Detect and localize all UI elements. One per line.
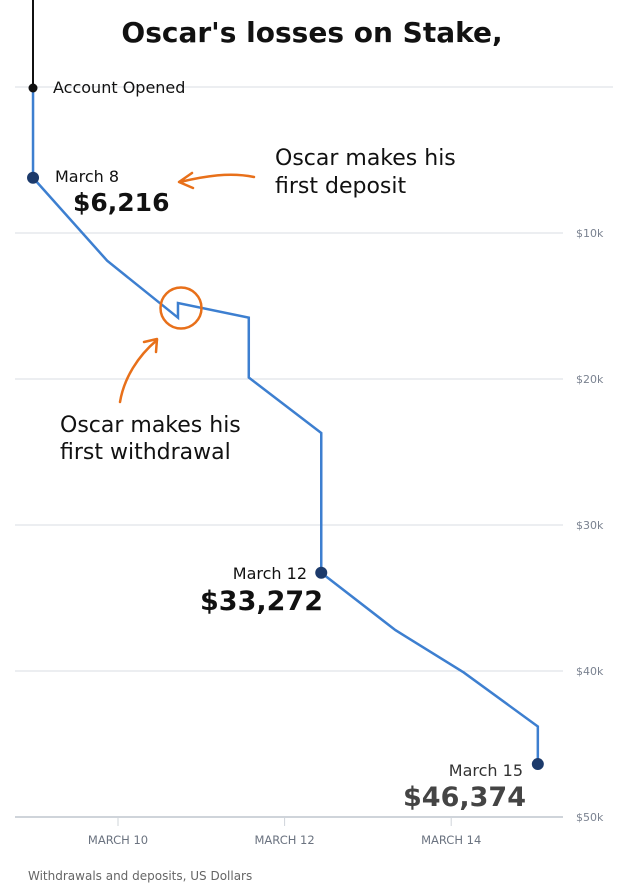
march8-value: $6,216 — [73, 188, 169, 217]
deposit-note-line1: Oscar makes his — [275, 146, 456, 171]
loss-line — [31, 87, 540, 765]
y-tick-label: $20k — [576, 373, 604, 386]
withdrawal-arrow-icon — [118, 337, 159, 404]
x-tick-label: MARCH 12 — [255, 833, 315, 847]
march15-date: March 15 — [449, 761, 523, 780]
march8-date: March 8 — [55, 167, 119, 186]
deposit-note-line2: first deposit — [275, 174, 406, 199]
point-marker — [315, 566, 328, 579]
march12-value: $33,272 — [200, 586, 323, 617]
x-tick-label: MARCH 14 — [421, 833, 481, 847]
withdrawal-highlight-circle — [159, 286, 203, 330]
chart-title: Oscar's losses on Stake, — [121, 16, 502, 49]
y-tick-label: $10k — [576, 227, 604, 240]
withdrawal-note-line1: Oscar makes his — [60, 413, 241, 438]
march12-date: March 12 — [233, 564, 307, 583]
march15-value: $46,374 — [403, 782, 526, 813]
account-opened-label: Account Opened — [53, 78, 185, 97]
y-tick-label: $30k — [576, 519, 604, 532]
chart-caption: Withdrawals and deposits, US Dollars — [28, 869, 252, 883]
y-tick-label: $50k — [576, 811, 604, 824]
withdrawal-note-line2: first withdrawal — [60, 440, 231, 465]
deposit-arrow-icon — [177, 171, 256, 190]
account-opened-marker — [28, 83, 38, 93]
point-marker — [27, 171, 40, 184]
x-tick-label: MARCH 10 — [88, 833, 148, 847]
point-marker — [531, 758, 544, 771]
y-tick-label: $40k — [576, 665, 604, 678]
